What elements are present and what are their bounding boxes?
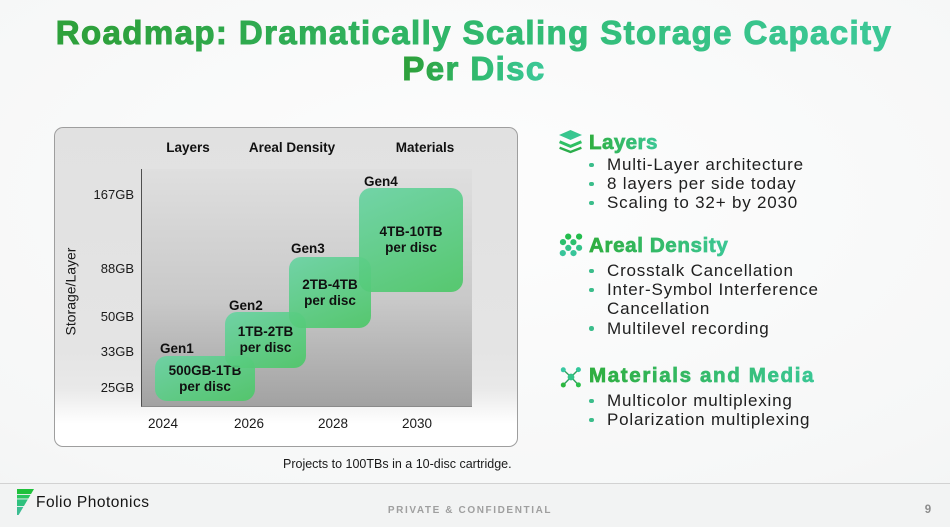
svg-text:Roadmap: Dramatically Scaling: Roadmap: Dramatically Scaling Storage Ca…	[56, 14, 892, 51]
svg-text:Materials and Media: Materials and Media	[589, 364, 815, 387]
svg-text:Per Disc: Per Disc	[402, 50, 545, 87]
svg-text:Layers: Layers	[589, 131, 658, 154]
svg-text:Areal Density: Areal Density	[589, 234, 728, 257]
